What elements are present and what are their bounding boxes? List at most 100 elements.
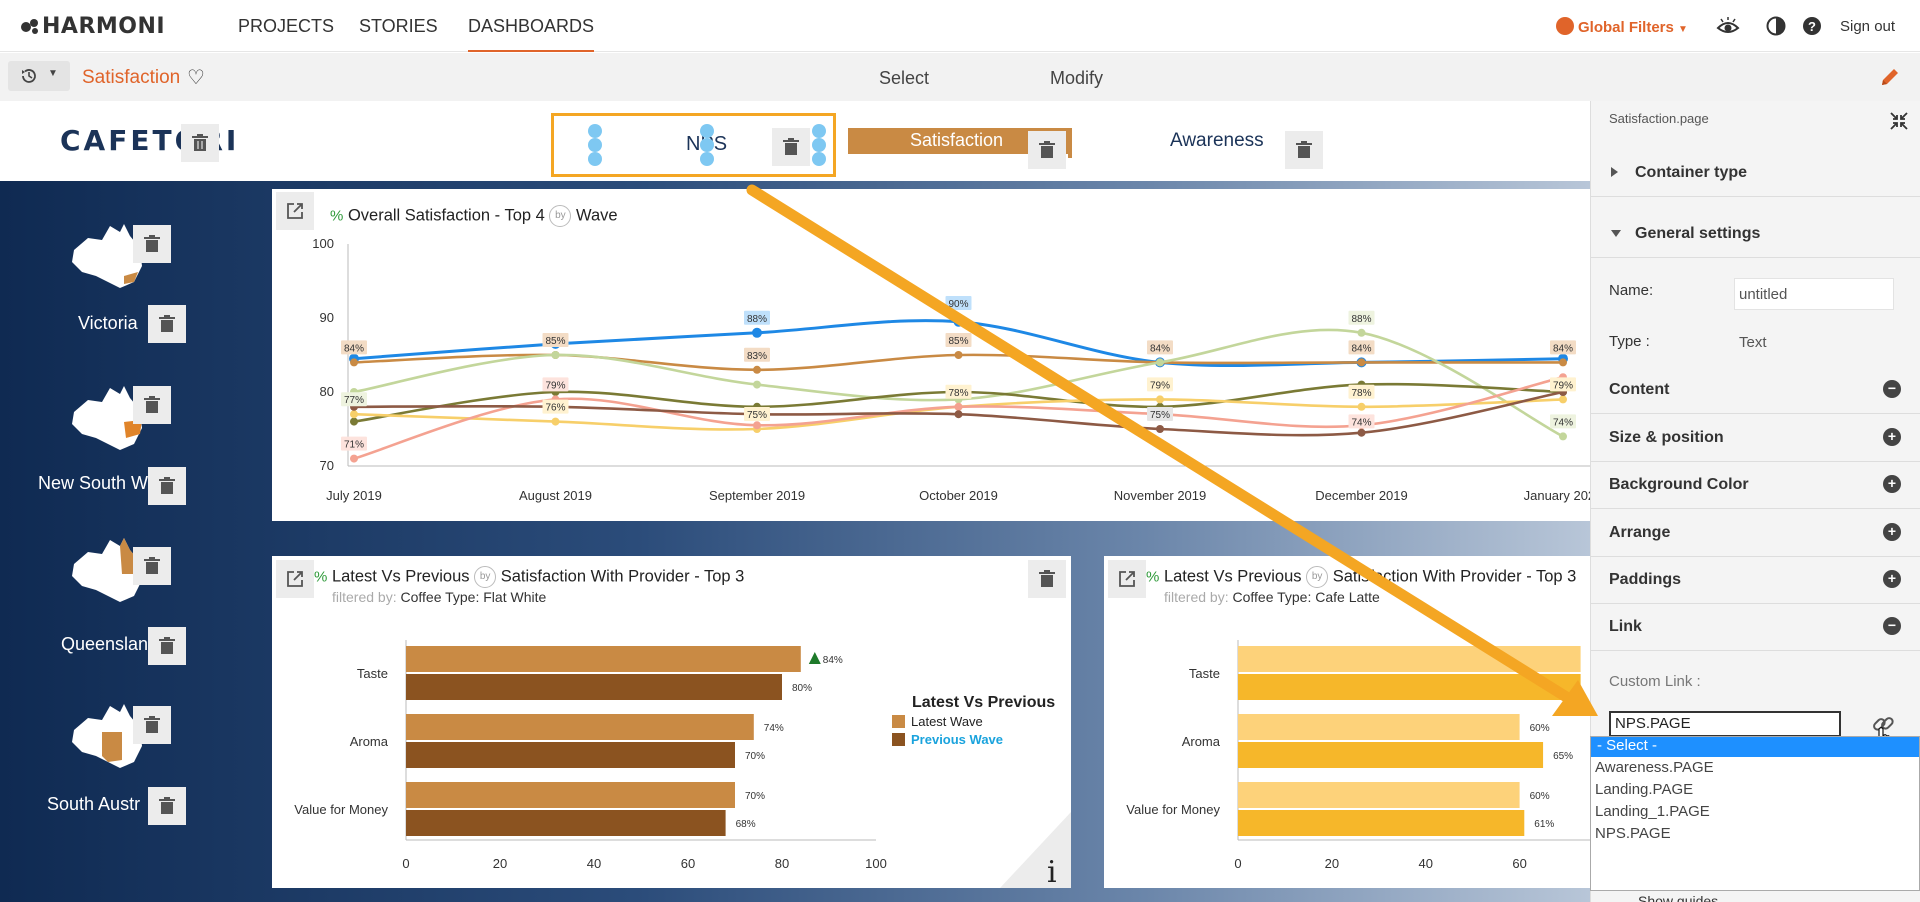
data-point — [1559, 432, 1567, 441]
trash-icon — [144, 557, 160, 574]
delete-satisfaction-tab-button[interactable] — [1028, 131, 1066, 169]
data-point — [953, 316, 964, 327]
australia-map-nsw-icon[interactable] — [68, 382, 146, 454]
pencil-edit-icon[interactable] — [1878, 65, 1902, 89]
bar-chart-1-title-by: Satisfaction With Provider - Top 3 — [500, 567, 745, 586]
nav-dashboards[interactable]: DASHBOARDS — [468, 16, 595, 52]
dropdown-option-select[interactable]: - Select - — [1591, 737, 1919, 757]
section-background-color[interactable]: Background Color + — [1591, 461, 1920, 509]
info-corner[interactable]: i — [1000, 812, 1071, 888]
eye-icon[interactable] — [1716, 16, 1740, 36]
delete-awareness-tab-button[interactable] — [1285, 131, 1323, 169]
expand-chart-button[interactable] — [1108, 560, 1146, 598]
delete-queensland-map-button[interactable] — [133, 547, 171, 585]
section-link[interactable]: Link − — [1591, 603, 1920, 651]
page-tab-awareness[interactable]: Awareness — [1170, 130, 1264, 151]
link-chain-icon[interactable] — [1870, 711, 1896, 737]
section-content[interactable]: Content − — [1591, 366, 1920, 414]
show-guides-checkbox-label[interactable]: Show guides — [1638, 893, 1719, 902]
section-container-type-label: Container type — [1635, 164, 1748, 181]
category-label: Aroma — [1182, 734, 1221, 749]
data-label: 74% — [1553, 417, 1573, 428]
bar — [406, 742, 735, 768]
trash-icon — [1296, 141, 1312, 158]
line-chart-title-main: Overall Satisfaction - Top 4 — [347, 206, 545, 225]
delete-south-australia-label-button[interactable] — [148, 787, 186, 825]
plus-circle-icon[interactable]: + — [1883, 523, 1901, 541]
contrast-icon[interactable] — [1766, 16, 1786, 36]
dropdown-option-landing-1[interactable]: Landing_1.PAGE — [1595, 803, 1710, 820]
x-tick-label: 20 — [1325, 856, 1339, 871]
section-general-settings[interactable]: General settings — [1591, 210, 1920, 258]
section-size-position[interactable]: Size & position + — [1591, 414, 1920, 462]
delete-queensland-label-button[interactable] — [148, 627, 186, 665]
legend-item-latest: Latest Wave — [892, 714, 983, 729]
tab-select[interactable]: Select — [879, 68, 930, 88]
data-label-bg — [542, 377, 569, 392]
resize-handle[interactable] — [588, 124, 602, 138]
resize-handle[interactable] — [812, 124, 826, 138]
plus-circle-icon[interactable]: + — [1883, 570, 1901, 588]
data-label: 90% — [948, 299, 968, 310]
top-nav: HARMONI PROJECTS STORIES DASHBOARDS Glob… — [0, 0, 1920, 52]
name-input[interactable]: untitled — [1734, 278, 1894, 310]
trash-icon — [192, 134, 208, 151]
resize-handle[interactable] — [700, 152, 714, 166]
delete-south-australia-map-button[interactable] — [133, 706, 171, 744]
section-paddings[interactable]: Paddings + — [1591, 556, 1920, 604]
delete-brand-button[interactable] — [181, 124, 219, 162]
custom-link-input[interactable]: NPS.PAGE — [1609, 711, 1841, 737]
favorite-heart-icon[interactable]: ♡ — [187, 67, 205, 89]
history-button[interactable]: ▼ — [8, 61, 70, 91]
plus-circle-icon[interactable]: + — [1883, 475, 1901, 493]
bar — [406, 782, 735, 808]
resize-handle[interactable] — [812, 152, 826, 166]
tab-modify[interactable]: Modify — [1050, 68, 1104, 88]
bar — [406, 674, 782, 700]
trash-icon — [783, 138, 799, 155]
trash-icon — [159, 477, 175, 494]
dropdown-option-nps[interactable]: NPS.PAGE — [1595, 825, 1671, 842]
resize-handle[interactable] — [588, 138, 602, 152]
help-icon[interactable]: ? — [1802, 16, 1822, 36]
delete-nsw-map-button[interactable] — [133, 386, 171, 424]
delete-nsw-label-button[interactable] — [148, 467, 186, 505]
trash-icon — [144, 396, 160, 413]
caret-down-icon: ▼ — [1678, 24, 1688, 35]
delete-victoria-map-button[interactable] — [133, 225, 171, 263]
delete-nps-tab-button[interactable] — [772, 128, 810, 166]
sign-out-link[interactable]: Sign out — [1840, 18, 1896, 35]
delete-bar-chart-button[interactable] — [1028, 560, 1066, 598]
data-label: 76% — [545, 403, 565, 414]
data-point — [1559, 358, 1567, 367]
australia-map-south-australia-icon[interactable] — [68, 700, 146, 772]
percent-icon: % — [330, 207, 344, 225]
data-label: 85% — [545, 336, 565, 347]
nav-projects[interactable]: PROJECTS — [238, 16, 335, 36]
dropdown-option-landing[interactable]: Landing.PAGE — [1595, 781, 1694, 798]
custom-link-dropdown[interactable]: - Select - Awareness.PAGE Landing.PAGE L… — [1590, 736, 1920, 891]
expand-chart-button[interactable] — [276, 192, 314, 230]
resize-handle[interactable] — [812, 138, 826, 152]
section-general-settings-label: General settings — [1635, 225, 1761, 242]
australia-map-victoria-icon[interactable] — [68, 220, 146, 292]
data-label: 84% — [1553, 343, 1573, 354]
resize-handle[interactable] — [700, 138, 714, 152]
section-container-type[interactable]: Container type — [1591, 149, 1920, 197]
resize-handle[interactable] — [700, 124, 714, 138]
app-logo[interactable]: HARMONI — [20, 14, 165, 39]
nav-stories[interactable]: STORIES — [359, 16, 438, 36]
info-icon: i — [1047, 855, 1057, 888]
resize-handle[interactable] — [588, 152, 602, 166]
plus-circle-icon[interactable]: + — [1883, 428, 1901, 446]
global-filters-button[interactable]: Global Filters ▼ — [1556, 17, 1688, 36]
expand-chart-button[interactable] — [276, 560, 314, 598]
minus-circle-icon[interactable]: − — [1883, 617, 1901, 635]
dropdown-option-awareness[interactable]: Awareness.PAGE — [1595, 759, 1714, 776]
delete-victoria-label-button[interactable] — [148, 305, 186, 343]
minus-circle-icon[interactable]: − — [1883, 380, 1901, 398]
compress-icon[interactable] — [1889, 111, 1909, 131]
section-paddings-label: Paddings — [1609, 571, 1682, 588]
section-arrange[interactable]: Arrange + — [1591, 509, 1920, 557]
globe-icon — [1556, 17, 1574, 35]
